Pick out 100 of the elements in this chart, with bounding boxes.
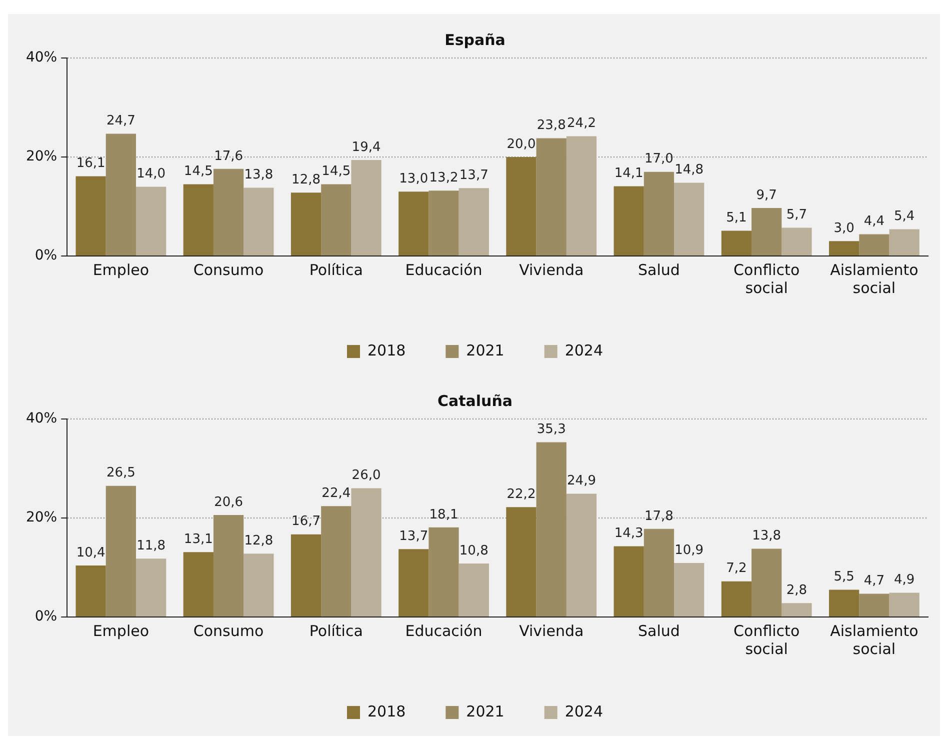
data-label: 4,4 xyxy=(864,214,885,230)
legend-label: 2024 xyxy=(564,702,604,720)
bar xyxy=(859,234,890,256)
bar xyxy=(183,552,214,616)
data-label: 10,4 xyxy=(76,545,106,560)
bar xyxy=(889,229,920,256)
data-label: 23,8 xyxy=(536,118,566,134)
bar xyxy=(859,594,890,616)
x-tick-label: Conflicto social xyxy=(734,260,800,297)
bar xyxy=(76,176,106,256)
bar xyxy=(506,507,536,616)
y-tick-label: 20% xyxy=(26,148,58,165)
bar xyxy=(290,192,322,256)
bar xyxy=(536,442,566,616)
bar xyxy=(398,549,429,616)
bar xyxy=(506,157,536,256)
bar xyxy=(428,190,459,256)
data-label: 7,2 xyxy=(726,561,747,576)
data-label: 14,3 xyxy=(614,526,644,542)
bar xyxy=(458,188,489,256)
bar xyxy=(183,184,214,256)
data-label: 13,1 xyxy=(184,532,213,548)
x-tick-label: Empleo xyxy=(92,622,150,640)
legend-label: 2021 xyxy=(466,341,504,360)
chart-title: Cataluña xyxy=(437,392,513,410)
data-label: 4,7 xyxy=(864,574,885,589)
x-tick-label: Política xyxy=(309,622,363,640)
data-label: 16,7 xyxy=(292,514,320,530)
data-label: 11,8 xyxy=(136,538,166,554)
bar xyxy=(321,506,352,616)
data-label: 13,2 xyxy=(429,170,458,186)
bar xyxy=(398,192,429,256)
bar xyxy=(721,581,752,616)
bar xyxy=(752,208,782,256)
bar xyxy=(829,241,860,256)
bar xyxy=(614,546,644,616)
x-tick-label: Empleo xyxy=(92,260,150,279)
x-tick-label: Aislamiento social xyxy=(830,622,918,658)
data-label: 18,1 xyxy=(429,507,458,522)
data-label: 13,7 xyxy=(399,529,428,544)
data-label: 10,9 xyxy=(674,542,704,558)
data-label: 17,8 xyxy=(644,508,674,524)
y-tick-label: 20% xyxy=(26,510,58,526)
y-tick-label: 40% xyxy=(26,410,58,427)
data-label: 20,0 xyxy=(506,136,536,152)
bar xyxy=(351,160,382,256)
bar xyxy=(721,230,752,256)
bar xyxy=(644,528,674,616)
data-label: 3,0 xyxy=(834,221,854,236)
bar xyxy=(674,182,704,256)
x-tick-label: Conflicto social xyxy=(734,622,800,658)
chart-title: España xyxy=(444,30,506,49)
data-label: 24,2 xyxy=(567,116,596,132)
data-label: 19,4 xyxy=(352,140,381,155)
bar xyxy=(136,186,166,256)
bar xyxy=(321,184,352,256)
x-tick-label: Educación xyxy=(405,622,482,640)
data-label: 24,7 xyxy=(106,114,136,129)
bar xyxy=(782,228,812,256)
data-label: 22,4 xyxy=(322,486,351,501)
x-tick-label: Vivienda xyxy=(519,622,584,640)
data-label: 5,7 xyxy=(786,208,808,223)
data-label: 12,8 xyxy=(292,172,320,188)
bar xyxy=(106,134,136,256)
data-label: 17,6 xyxy=(214,148,244,164)
bar xyxy=(351,488,382,616)
bar xyxy=(536,138,566,256)
x-tick-label: Educación xyxy=(405,260,482,279)
data-label: 26,0 xyxy=(352,468,381,484)
bar xyxy=(674,563,704,616)
data-label: 14,8 xyxy=(674,162,704,178)
data-label: 13,7 xyxy=(459,168,488,184)
data-label: 9,7 xyxy=(756,188,777,203)
data-label: 2,8 xyxy=(786,583,808,598)
bar xyxy=(290,534,322,616)
bar xyxy=(644,172,674,256)
bar xyxy=(782,603,812,616)
data-label: 26,5 xyxy=(106,466,136,481)
bar xyxy=(752,548,782,616)
y-tick-label: 40% xyxy=(26,50,58,66)
legend-label: 2018 xyxy=(367,702,406,720)
x-tick-label: Salud xyxy=(638,622,680,640)
data-label: 14,1 xyxy=(614,166,644,182)
bar xyxy=(566,136,597,256)
legend-label: 2021 xyxy=(466,702,504,720)
data-label: 5,1 xyxy=(726,210,747,226)
legend-label: 2018 xyxy=(367,341,406,360)
bar xyxy=(614,186,644,256)
data-label: 5,4 xyxy=(894,209,915,224)
y-tick-label: 0% xyxy=(34,608,58,625)
data-label: 10,8 xyxy=(459,543,488,558)
data-label: 5,5 xyxy=(834,570,854,585)
bar xyxy=(213,168,244,256)
bar xyxy=(428,527,459,616)
bar xyxy=(213,515,244,616)
bar xyxy=(136,558,166,616)
data-label: 22,2 xyxy=(506,486,536,502)
data-label: 16,1 xyxy=(76,156,106,172)
bar xyxy=(244,554,274,616)
x-tick-label: Vivienda xyxy=(519,260,584,279)
